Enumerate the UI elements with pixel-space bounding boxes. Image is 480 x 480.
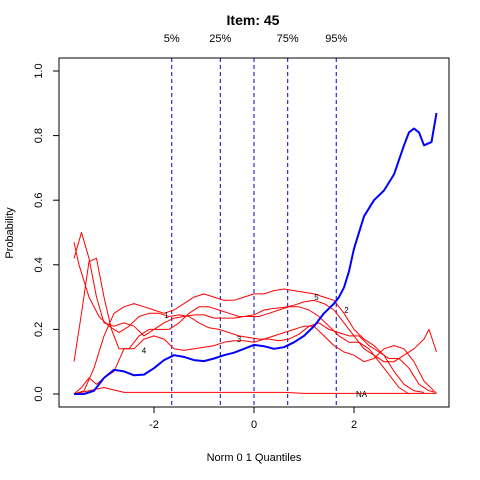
y-tick-label: 0.6	[33, 193, 45, 208]
x-axis-label: Norm 0 1 Quantiles	[207, 452, 302, 464]
y-axis-label: Probability	[4, 207, 16, 259]
option-series-line	[73, 387, 437, 395]
quantile-label: 5%	[164, 33, 180, 45]
quantile-label: 95%	[325, 33, 347, 45]
option-series-line	[73, 257, 410, 395]
curve-labels: 1 2 3 4 5 NA	[142, 293, 368, 399]
x-tick-label: -2	[149, 419, 159, 431]
quantile-label: 75%	[277, 33, 299, 45]
x-tick-label: 2	[351, 419, 357, 431]
series-layer	[73, 112, 438, 395]
curve-label: 2	[344, 306, 349, 315]
curve-label: 5	[314, 293, 319, 302]
option-series-line	[73, 242, 437, 393]
key-series-line	[74, 112, 438, 395]
option-series-line	[73, 288, 425, 395]
quantile-lines	[171, 58, 337, 407]
curve-label: NA	[356, 390, 368, 399]
y-tick-label: 1.0	[33, 63, 45, 78]
curve-label: 1	[164, 311, 169, 320]
x-axis: -2 0 2	[149, 407, 357, 431]
quantile-label: 25%	[209, 33, 231, 45]
y-tick-label: 0.4	[33, 257, 45, 272]
x-tick-label: 0	[251, 419, 257, 431]
y-tick-label: 0.2	[33, 322, 45, 337]
quantile-labels: 5% 25% 75% 95%	[164, 33, 348, 45]
chart-title: Item: 45	[227, 12, 280, 28]
y-axis: 0.0 0.2 0.4 0.6 0.8 1.0	[33, 63, 59, 402]
curve-label: 4	[142, 346, 147, 355]
option-series-line	[73, 232, 437, 363]
y-tick-label: 0.8	[33, 128, 45, 143]
curve-label: 3	[237, 335, 242, 344]
y-tick-label: 0.0	[33, 386, 45, 401]
